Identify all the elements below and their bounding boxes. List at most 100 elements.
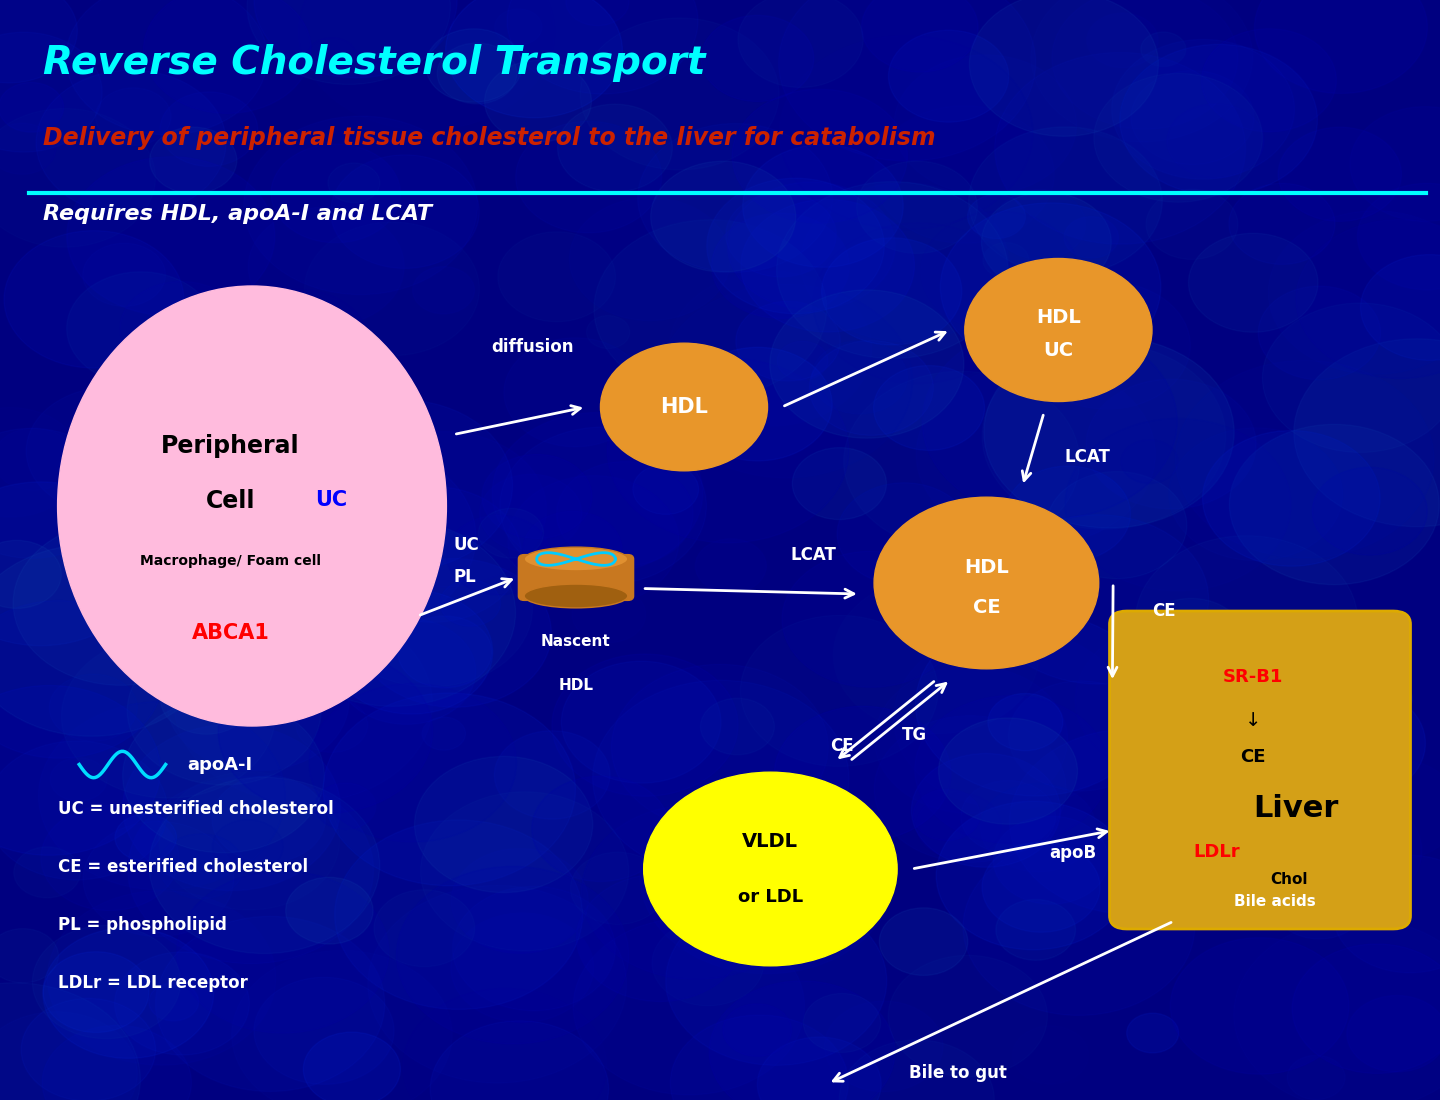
Circle shape [1087,13,1158,67]
Circle shape [1188,233,1318,332]
Circle shape [243,117,478,295]
Circle shape [248,0,451,85]
Circle shape [66,0,268,135]
Circle shape [1130,70,1254,165]
Circle shape [665,896,887,1065]
Circle shape [644,772,897,966]
Circle shape [586,316,629,349]
Circle shape [212,820,284,873]
Circle shape [775,706,950,842]
Circle shape [1086,379,1256,509]
Circle shape [334,820,583,1010]
Circle shape [0,540,62,608]
Circle shape [431,1021,609,1100]
Circle shape [914,695,1109,844]
Circle shape [696,539,766,593]
Circle shape [367,886,626,1084]
Circle shape [478,508,543,558]
Circle shape [726,192,837,277]
Circle shape [711,213,850,318]
Circle shape [638,123,832,273]
Circle shape [652,921,763,1005]
Circle shape [42,1025,192,1100]
Ellipse shape [524,547,628,571]
Circle shape [1274,685,1426,801]
Circle shape [1140,32,1185,66]
Circle shape [737,0,863,87]
Circle shape [988,693,1063,750]
Circle shape [880,908,968,976]
Circle shape [271,144,400,243]
Circle shape [969,0,1158,136]
Circle shape [723,1004,792,1056]
Circle shape [127,637,321,785]
Circle shape [445,0,622,118]
Circle shape [576,874,743,1001]
Circle shape [984,337,1234,528]
Circle shape [36,70,226,216]
Text: ABCA1: ABCA1 [192,623,269,642]
Circle shape [1120,44,1318,196]
Circle shape [1358,184,1440,289]
Circle shape [148,778,380,954]
Circle shape [916,793,1001,858]
Circle shape [446,516,550,595]
Text: CE: CE [1152,602,1175,619]
Circle shape [148,982,199,1021]
Circle shape [732,89,907,223]
Circle shape [120,282,243,376]
Circle shape [920,211,1079,331]
Circle shape [1312,468,1427,556]
Circle shape [278,519,344,570]
Circle shape [396,867,629,1044]
Circle shape [295,697,367,752]
Circle shape [422,717,465,750]
Text: UC = unesterified cholesterol: UC = unesterified cholesterol [58,800,333,817]
Circle shape [651,162,796,272]
Circle shape [982,343,1225,529]
Circle shape [13,520,229,685]
Circle shape [307,37,357,76]
Circle shape [174,605,432,803]
Circle shape [569,198,730,320]
Circle shape [122,698,324,852]
Circle shape [0,544,217,736]
Circle shape [566,0,629,25]
Circle shape [0,482,148,646]
Circle shape [740,615,937,767]
Circle shape [1112,40,1295,179]
Circle shape [0,82,63,132]
Text: CE: CE [1240,748,1266,766]
Circle shape [438,43,517,103]
Circle shape [573,918,805,1094]
Circle shape [1024,282,1191,409]
Circle shape [1076,620,1283,780]
Circle shape [916,363,1155,546]
Text: Delivery of peripheral tissue cholesterol to the liver for catabolism: Delivery of peripheral tissue cholestero… [43,126,936,151]
Circle shape [156,916,384,1091]
Circle shape [994,816,1109,904]
Circle shape [1201,29,1336,132]
Circle shape [397,616,491,688]
Circle shape [782,551,960,688]
Circle shape [701,15,814,101]
Circle shape [304,1032,400,1100]
Circle shape [861,0,978,72]
Circle shape [343,431,546,587]
Circle shape [420,792,629,950]
Circle shape [0,601,163,758]
Circle shape [248,207,405,327]
Text: Bile acids: Bile acids [1234,894,1315,910]
Circle shape [778,341,828,381]
Circle shape [426,29,521,102]
Circle shape [180,316,308,415]
Circle shape [531,777,670,881]
Circle shape [523,512,622,586]
Circle shape [874,497,1099,669]
Circle shape [612,664,828,830]
Circle shape [494,730,611,820]
Circle shape [1228,184,1335,264]
Circle shape [1295,339,1440,527]
Text: Requires HDL, apoA-I and LCAT: Requires HDL, apoA-I and LCAT [43,204,432,223]
Circle shape [743,145,903,267]
